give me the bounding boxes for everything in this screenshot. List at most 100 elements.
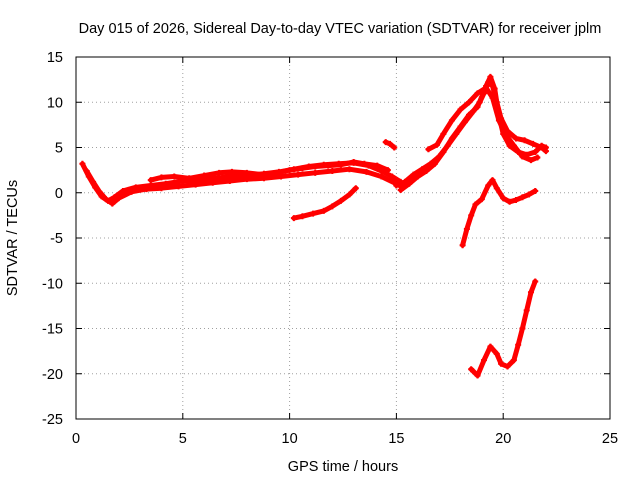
data-point — [346, 191, 353, 198]
plot-frame — [75, 56, 611, 420]
data-point — [299, 165, 306, 172]
data-point — [532, 187, 539, 194]
data-point — [363, 168, 370, 175]
data-point — [329, 168, 336, 175]
data-point — [542, 144, 549, 151]
data-point — [216, 169, 223, 176]
data-point — [423, 168, 430, 175]
data-point — [515, 341, 522, 348]
data-point — [83, 168, 90, 175]
data-point — [286, 167, 293, 174]
data-point — [228, 168, 235, 175]
data-point — [410, 171, 417, 178]
data-point — [510, 142, 517, 149]
y-tick-label: -10 — [42, 276, 63, 292]
data-point — [209, 179, 216, 186]
data-point — [186, 175, 193, 182]
data-point — [312, 163, 319, 170]
data-point — [487, 343, 494, 350]
data-point — [361, 160, 368, 167]
data-point — [102, 196, 109, 203]
data-point — [158, 174, 165, 181]
data-point — [506, 198, 513, 205]
x-tick-label: 0 — [72, 431, 80, 447]
plot-area — [79, 73, 549, 379]
x-tick-label: 15 — [388, 431, 404, 447]
data-point — [386, 140, 393, 147]
data-point — [273, 169, 280, 176]
data-point — [519, 153, 526, 160]
data-point — [493, 185, 500, 192]
data-point — [96, 188, 103, 195]
data-point — [448, 135, 455, 142]
data-point — [378, 173, 385, 180]
x-tick-labels: 0 5 10 15 20 25 — [72, 431, 618, 447]
series-line-track-7 — [398, 74, 549, 193]
data-point — [320, 207, 327, 214]
data-point — [519, 194, 526, 201]
chart-title: Day 015 of 2026, Sidereal Day-to-day VTE… — [79, 21, 602, 37]
x-tick-label: 25 — [602, 431, 618, 447]
data-point — [393, 182, 400, 189]
data-point — [532, 149, 539, 156]
data-point — [128, 188, 135, 195]
data-point — [440, 149, 447, 156]
data-point — [513, 196, 520, 203]
data-point — [457, 106, 464, 113]
data-point — [498, 360, 505, 367]
x-tick-label: 10 — [282, 431, 298, 447]
data-point — [384, 167, 391, 174]
data-point — [115, 195, 122, 202]
data-point — [534, 154, 541, 161]
data-point — [414, 173, 421, 180]
data-point — [468, 212, 475, 219]
y-tick-label: -20 — [42, 367, 63, 383]
data-point — [521, 137, 528, 144]
data-point — [397, 187, 404, 194]
data-point — [457, 123, 464, 130]
data-point — [440, 130, 447, 137]
data-point — [290, 215, 297, 222]
data-point — [472, 201, 479, 208]
y-tick-label: -25 — [42, 412, 63, 428]
data-point — [243, 176, 250, 183]
data-point — [337, 161, 344, 168]
data-point — [538, 142, 545, 149]
data-point — [525, 191, 532, 198]
data-point — [192, 181, 199, 188]
data-point — [389, 173, 396, 180]
data-point — [312, 169, 319, 176]
data-point — [433, 141, 440, 148]
data-point — [474, 372, 481, 379]
data-point — [489, 177, 496, 184]
data-point — [474, 90, 481, 97]
data-point — [143, 186, 150, 193]
data-point — [147, 177, 154, 184]
data-point — [489, 94, 496, 101]
data-point — [158, 185, 165, 192]
data-point — [500, 195, 507, 202]
data-point — [201, 172, 208, 179]
data-point — [431, 160, 438, 167]
y-tick-label: 5 — [55, 141, 63, 157]
data-point — [406, 180, 413, 187]
data-point — [502, 130, 509, 137]
data-point — [391, 144, 398, 151]
data-point — [299, 213, 306, 220]
data-point — [258, 171, 265, 178]
data-point — [352, 185, 359, 192]
data-point — [527, 157, 534, 164]
data-point — [483, 84, 490, 91]
data-point — [485, 182, 492, 189]
y-tick-label: -5 — [50, 231, 63, 247]
data-point — [474, 103, 481, 110]
y-tick-label: 15 — [47, 50, 63, 66]
data-point — [226, 177, 233, 184]
data-point — [79, 160, 86, 167]
data-point — [171, 173, 178, 180]
data-point — [478, 196, 485, 203]
data-point — [119, 187, 126, 194]
data-point — [519, 325, 526, 332]
y-axis-label: SDTVAR / TECUs — [5, 180, 21, 296]
data-point — [175, 183, 182, 190]
